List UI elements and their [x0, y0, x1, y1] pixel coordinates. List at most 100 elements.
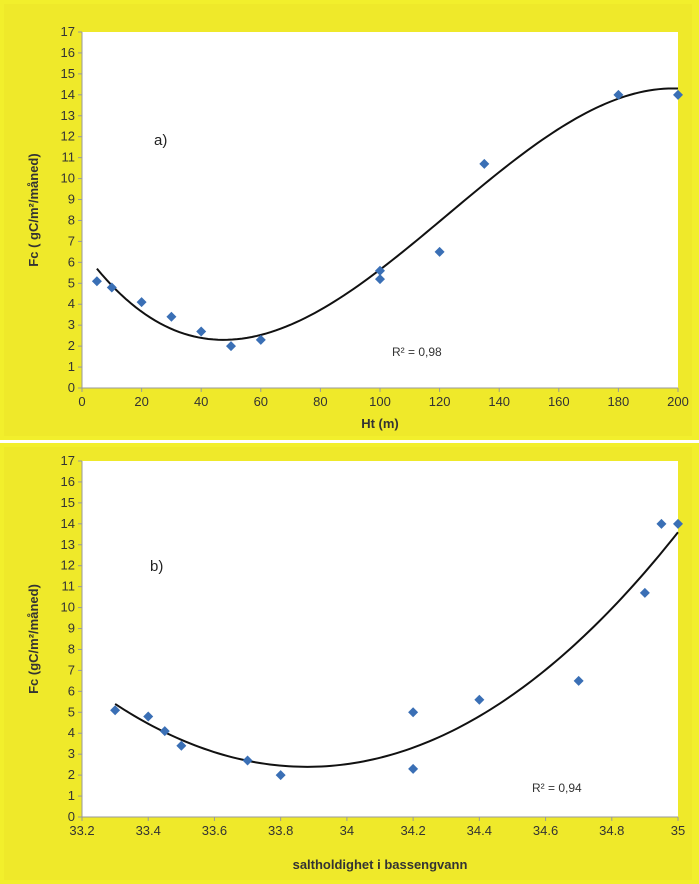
data-point	[159, 726, 170, 737]
data-point	[106, 282, 117, 293]
data-point	[110, 705, 121, 716]
y-tick-label: 17	[61, 453, 75, 468]
y-axis-label: Fc ( gC/m²/måned)	[26, 153, 41, 266]
data-point	[375, 265, 385, 276]
y-tick-label: 15	[61, 66, 75, 81]
y-tick-label: 3	[68, 317, 75, 332]
data-point	[408, 707, 419, 718]
y-tick-label: 5	[68, 275, 75, 290]
y-tick-label: 16	[61, 474, 75, 489]
y-tick-label: 14	[61, 516, 75, 531]
trendline	[96, 87, 679, 341]
data-point	[143, 711, 154, 722]
y-tick-label: 17	[61, 24, 75, 39]
data-point	[275, 770, 286, 781]
y-tick-label: 13	[61, 108, 75, 123]
y-tick-label: 4	[68, 725, 75, 740]
r-squared-label: R² = 0,98	[392, 345, 442, 359]
x-tick-label: 20	[134, 394, 148, 409]
y-tick-label: 8	[68, 641, 75, 656]
x-tick-labels: 33.2 33.4 33.6 33.8 34 34.2 34.4 34.6 34.8 35	[69, 817, 685, 838]
x-axis-label: saltholdighet i bassengvann	[293, 857, 468, 872]
x-tick-label: 34.4	[467, 823, 492, 838]
x-axis-label: Ht (m)	[361, 416, 399, 431]
y-tick-label: 6	[68, 683, 75, 698]
x-tick-label: 34.6	[533, 823, 558, 838]
y-tick-label: 12	[61, 129, 75, 144]
y-tick-label: 6	[68, 254, 75, 269]
y-tick-label: 9	[68, 621, 75, 636]
data-point	[474, 694, 485, 705]
y-tick-label: 10	[61, 171, 75, 186]
data-point	[573, 675, 584, 686]
x-tick-label: 160	[548, 394, 570, 409]
data-point	[656, 518, 667, 529]
r-squared-label: R² = 0,94	[532, 781, 582, 795]
data-point	[434, 246, 445, 257]
x-tick-label: 60	[254, 394, 268, 409]
y-tick-label: 0	[68, 809, 75, 824]
y-tick-label: 10	[61, 600, 75, 615]
data-point	[136, 297, 147, 308]
y-tick-label: 7	[68, 233, 75, 248]
plot-area	[82, 461, 678, 817]
plot-area	[82, 32, 678, 388]
panel-label: a)	[154, 132, 167, 149]
y-tick-label: 16	[61, 45, 75, 60]
x-tick-label: 100	[369, 394, 391, 409]
y-tick-label: 13	[61, 537, 75, 552]
y-axis-label: Fc (gC/m²/måned)	[26, 584, 41, 694]
x-tick-label: 120	[429, 394, 451, 409]
x-tick-label: 40	[194, 394, 208, 409]
y-tick-label: 14	[61, 87, 75, 102]
x-tick-label: 34	[340, 823, 354, 838]
x-tick-label: 33.2	[69, 823, 94, 838]
y-tick-label: 4	[68, 296, 75, 311]
y-tick-label: 0	[68, 380, 75, 395]
data-point	[673, 518, 683, 529]
y-tick-label: 1	[68, 788, 75, 803]
x-tick-label: 80	[313, 394, 327, 409]
data-point	[176, 740, 187, 751]
y-tick-label: 5	[68, 704, 75, 719]
x-tick-label: 33.6	[202, 823, 227, 838]
y-tick-label: 2	[68, 338, 75, 353]
panel-divider	[0, 440, 699, 443]
trendline	[114, 531, 679, 768]
x-tick-label: 33.8	[268, 823, 293, 838]
data-point	[613, 89, 624, 100]
panel-a: 0 1 2 3 4 5 6 7 8 9 10 11 12 13 14 15 16 17 0 20 40 60 80 100 1…	[4, 4, 692, 436]
y-tick-label: 7	[68, 662, 75, 677]
y-tick-label: 11	[62, 150, 76, 165]
data-point	[166, 311, 177, 322]
y-tick-label: 3	[68, 746, 75, 761]
x-tick-label: 200	[667, 394, 689, 409]
y-tick-label: 9	[68, 192, 75, 207]
y-tick-label: 15	[61, 495, 75, 510]
y-tick-label: 12	[61, 558, 75, 573]
data-point	[242, 755, 253, 766]
data-point	[408, 763, 419, 774]
y-tick-label: 11	[62, 579, 76, 594]
x-tick-label: 34.2	[400, 823, 425, 838]
x-tick-label: 34.8	[599, 823, 624, 838]
data-point	[479, 158, 490, 169]
data-point	[91, 276, 102, 287]
panel-label: b)	[150, 558, 163, 575]
data-point	[196, 326, 207, 337]
y-tick-label: 8	[68, 212, 75, 227]
data-point	[226, 341, 236, 352]
x-tick-label: 140	[488, 394, 510, 409]
data-points	[110, 518, 683, 781]
x-tick-label: 35	[671, 823, 685, 838]
x-tick-labels: 0 20 40 60 80 100 120 140 160 180 200	[78, 388, 689, 409]
data-point	[375, 274, 385, 285]
y-tick-label: 2	[68, 767, 75, 782]
x-tick-label: 180	[608, 394, 630, 409]
data-point	[639, 587, 650, 598]
x-tick-label: 0	[78, 394, 85, 409]
